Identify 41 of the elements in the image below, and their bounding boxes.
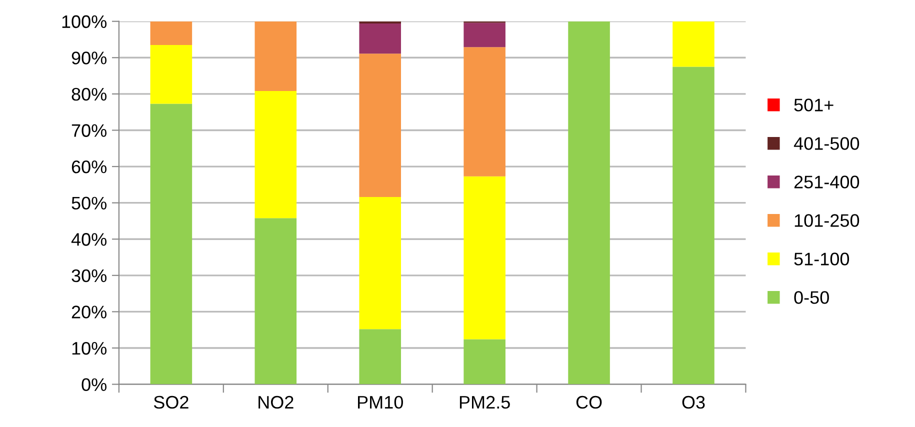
x-tick-label: NO2 bbox=[258, 396, 294, 409]
bar bbox=[359, 54, 401, 198]
y-tick-label: 20% bbox=[72, 306, 107, 318]
bar bbox=[672, 21, 714, 67]
bar bbox=[672, 66, 714, 384]
bar bbox=[150, 104, 192, 384]
bar bbox=[568, 21, 610, 384]
y-tick-label: 30% bbox=[72, 269, 107, 282]
bar bbox=[464, 176, 506, 340]
y-tick-label: 50% bbox=[72, 196, 107, 210]
bar bbox=[359, 24, 401, 54]
y-tick-label: 40% bbox=[71, 233, 107, 246]
x-tick-label: SO2 bbox=[154, 396, 188, 409]
y-tick-label: 10% bbox=[72, 342, 107, 355]
bar bbox=[464, 47, 506, 176]
bar bbox=[464, 22, 506, 48]
y-tick-label: 0% bbox=[82, 378, 106, 392]
bar bbox=[150, 21, 192, 45]
bar bbox=[359, 21, 401, 24]
bar bbox=[359, 197, 401, 330]
x-tick-label: O3 bbox=[682, 396, 705, 409]
bar bbox=[254, 21, 297, 92]
y-tick-label: 100% bbox=[62, 15, 107, 28]
bar bbox=[464, 339, 506, 384]
bar bbox=[359, 329, 401, 384]
x-tick-label: PM10 bbox=[358, 396, 403, 409]
legend-label: 251-400 bbox=[794, 176, 860, 188]
bar bbox=[254, 218, 297, 384]
legend-label: 401-500 bbox=[794, 137, 860, 150]
x-tick-label: PM2.5 bbox=[460, 396, 510, 409]
bar bbox=[254, 91, 297, 218]
bar bbox=[150, 44, 192, 104]
legend-label: 501+ bbox=[794, 98, 834, 112]
x-tick-label: CO bbox=[576, 396, 602, 409]
y-tick-label: 80% bbox=[72, 88, 107, 101]
y-tick-label: 70% bbox=[72, 124, 107, 137]
y-tick-label: 60% bbox=[72, 160, 107, 174]
y-tick-label: 90% bbox=[72, 52, 107, 64]
legend-label: 101-250 bbox=[794, 214, 860, 227]
legend-label: 0-50 bbox=[794, 291, 829, 304]
legend-label: 51-100 bbox=[794, 252, 850, 266]
